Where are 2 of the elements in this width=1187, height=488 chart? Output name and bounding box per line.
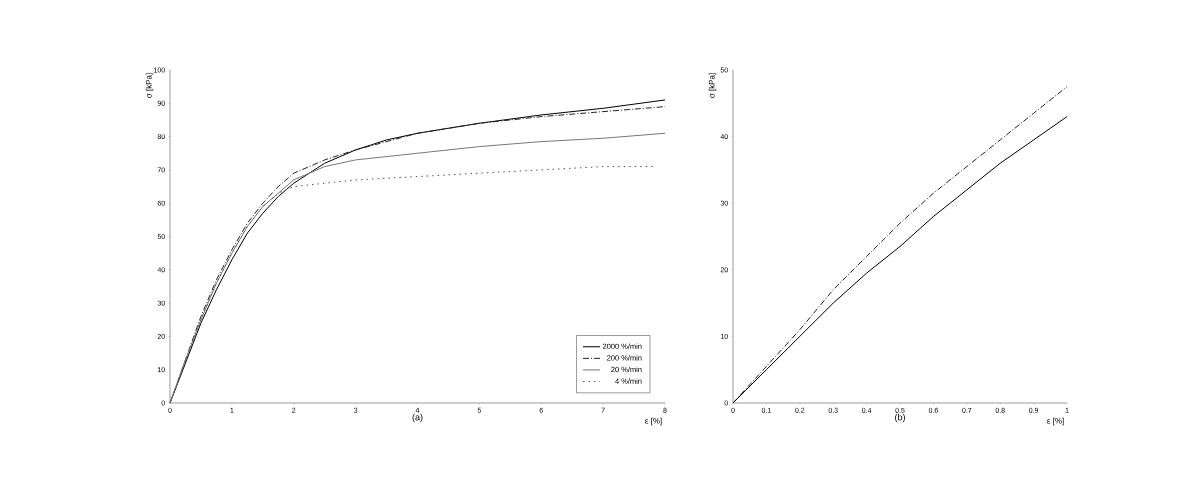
text: (a) xyxy=(412,413,423,423)
text: (b) xyxy=(895,413,905,423)
